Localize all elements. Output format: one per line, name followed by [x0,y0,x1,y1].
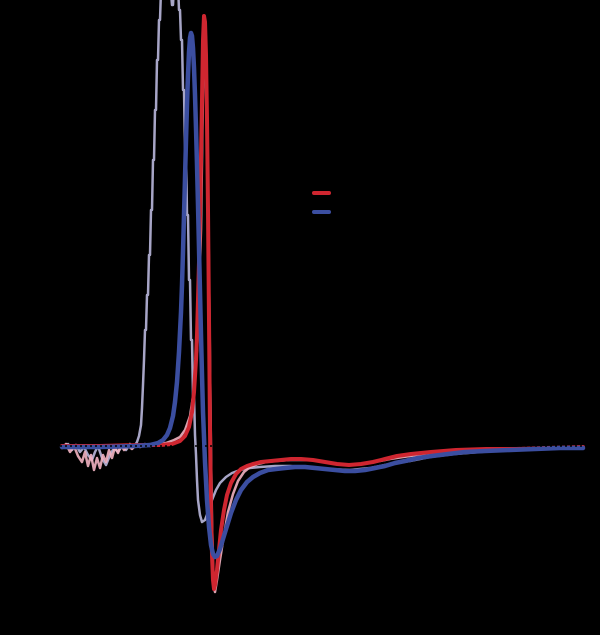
legend-row-blue [312,208,339,216]
legend-swatch-red [312,191,331,195]
smoothed-trace-red [60,14,585,591]
legend-row-red [312,189,339,197]
legend-swatch-blue [312,210,331,214]
raw-trace-pink [60,18,585,594]
legend [312,189,339,216]
smoothed-trace-blue [59,30,586,560]
